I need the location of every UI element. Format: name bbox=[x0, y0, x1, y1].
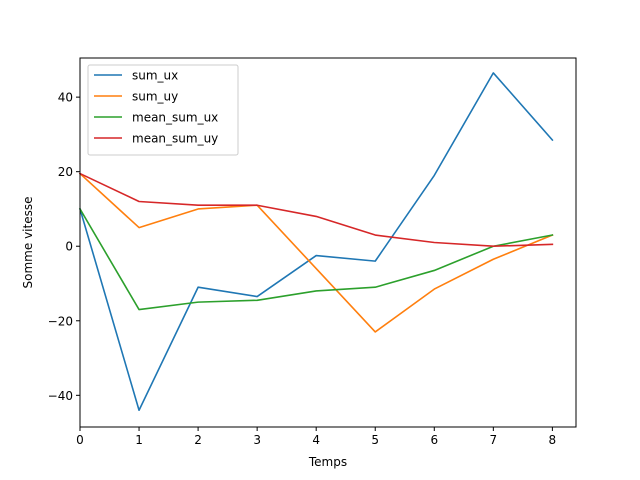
y-tick-label: 40 bbox=[58, 91, 73, 105]
axes-frame bbox=[79, 57, 577, 428]
series-line-sum_ux bbox=[79, 72, 554, 412]
x-tick-label: 0 bbox=[76, 433, 84, 447]
x-tick-label: 8 bbox=[549, 433, 557, 447]
y-tick-label: −20 bbox=[48, 314, 73, 328]
x-tick-label: 5 bbox=[371, 433, 379, 447]
legend-label: sum_uy bbox=[132, 90, 178, 104]
y-axis-label: Somme vitesse bbox=[21, 197, 35, 289]
y-tick-label: −40 bbox=[48, 389, 73, 403]
x-tick-label: 2 bbox=[194, 433, 202, 447]
y-tick-label: 0 bbox=[65, 240, 73, 254]
x-tick-label: 7 bbox=[490, 433, 498, 447]
series-line-mean_sum_ux bbox=[78, 207, 554, 311]
legend-label: mean_sum_ux bbox=[132, 111, 218, 125]
series-line-mean_sum_uy bbox=[78, 172, 554, 248]
x-tick-label: 1 bbox=[135, 433, 143, 447]
series-layer bbox=[78, 72, 554, 412]
legend-box bbox=[87, 64, 239, 156]
legend-label: mean_sum_uy bbox=[132, 132, 218, 146]
legend: sum_ux sum_uy mean_sum_ux mean_sum_uy bbox=[87, 64, 239, 156]
legend-label: sum_ux bbox=[132, 69, 178, 83]
x-axis: 0 1 2 3 4 5 6 7 8 bbox=[76, 427, 556, 447]
y-axis: −40 −20 0 20 40 bbox=[48, 91, 80, 403]
x-tick-label: 3 bbox=[253, 433, 261, 447]
x-tick-label: 4 bbox=[312, 433, 320, 447]
y-tick-label: 20 bbox=[58, 165, 73, 179]
series-line-sum_uy bbox=[78, 172, 554, 333]
x-axis-label: Temps bbox=[308, 455, 347, 469]
x-tick-label: 6 bbox=[430, 433, 438, 447]
